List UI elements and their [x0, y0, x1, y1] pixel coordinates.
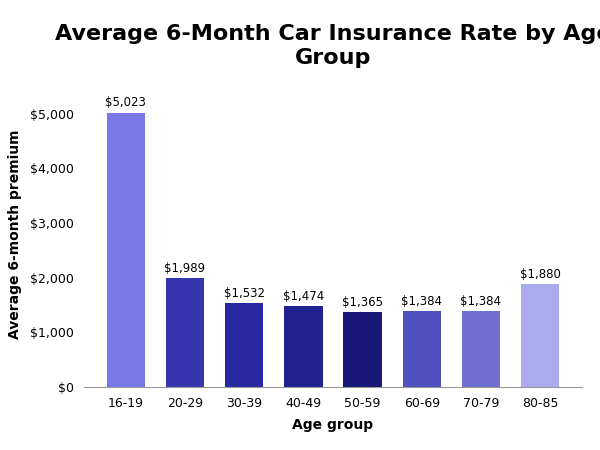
Text: $1,384: $1,384 — [460, 295, 502, 308]
Bar — [343, 312, 382, 387]
Text: $1,880: $1,880 — [520, 268, 560, 281]
Text: $1,365: $1,365 — [342, 296, 383, 309]
Text: $1,989: $1,989 — [164, 262, 206, 275]
Text: $1,474: $1,474 — [283, 290, 324, 303]
Text: $1,384: $1,384 — [401, 295, 442, 308]
Bar — [107, 112, 145, 387]
Bar — [462, 311, 500, 387]
Bar — [225, 303, 263, 387]
X-axis label: Age group: Age group — [292, 418, 374, 432]
Bar — [521, 284, 559, 387]
Title: Average 6-Month Car Insurance Rate by Age
Group: Average 6-Month Car Insurance Rate by Ag… — [55, 23, 600, 68]
Bar — [284, 306, 323, 387]
Text: $5,023: $5,023 — [106, 96, 146, 109]
Bar — [403, 311, 441, 387]
Bar — [166, 278, 204, 387]
Y-axis label: Average 6-month premium: Average 6-month premium — [8, 129, 22, 339]
Text: $1,532: $1,532 — [224, 287, 265, 300]
